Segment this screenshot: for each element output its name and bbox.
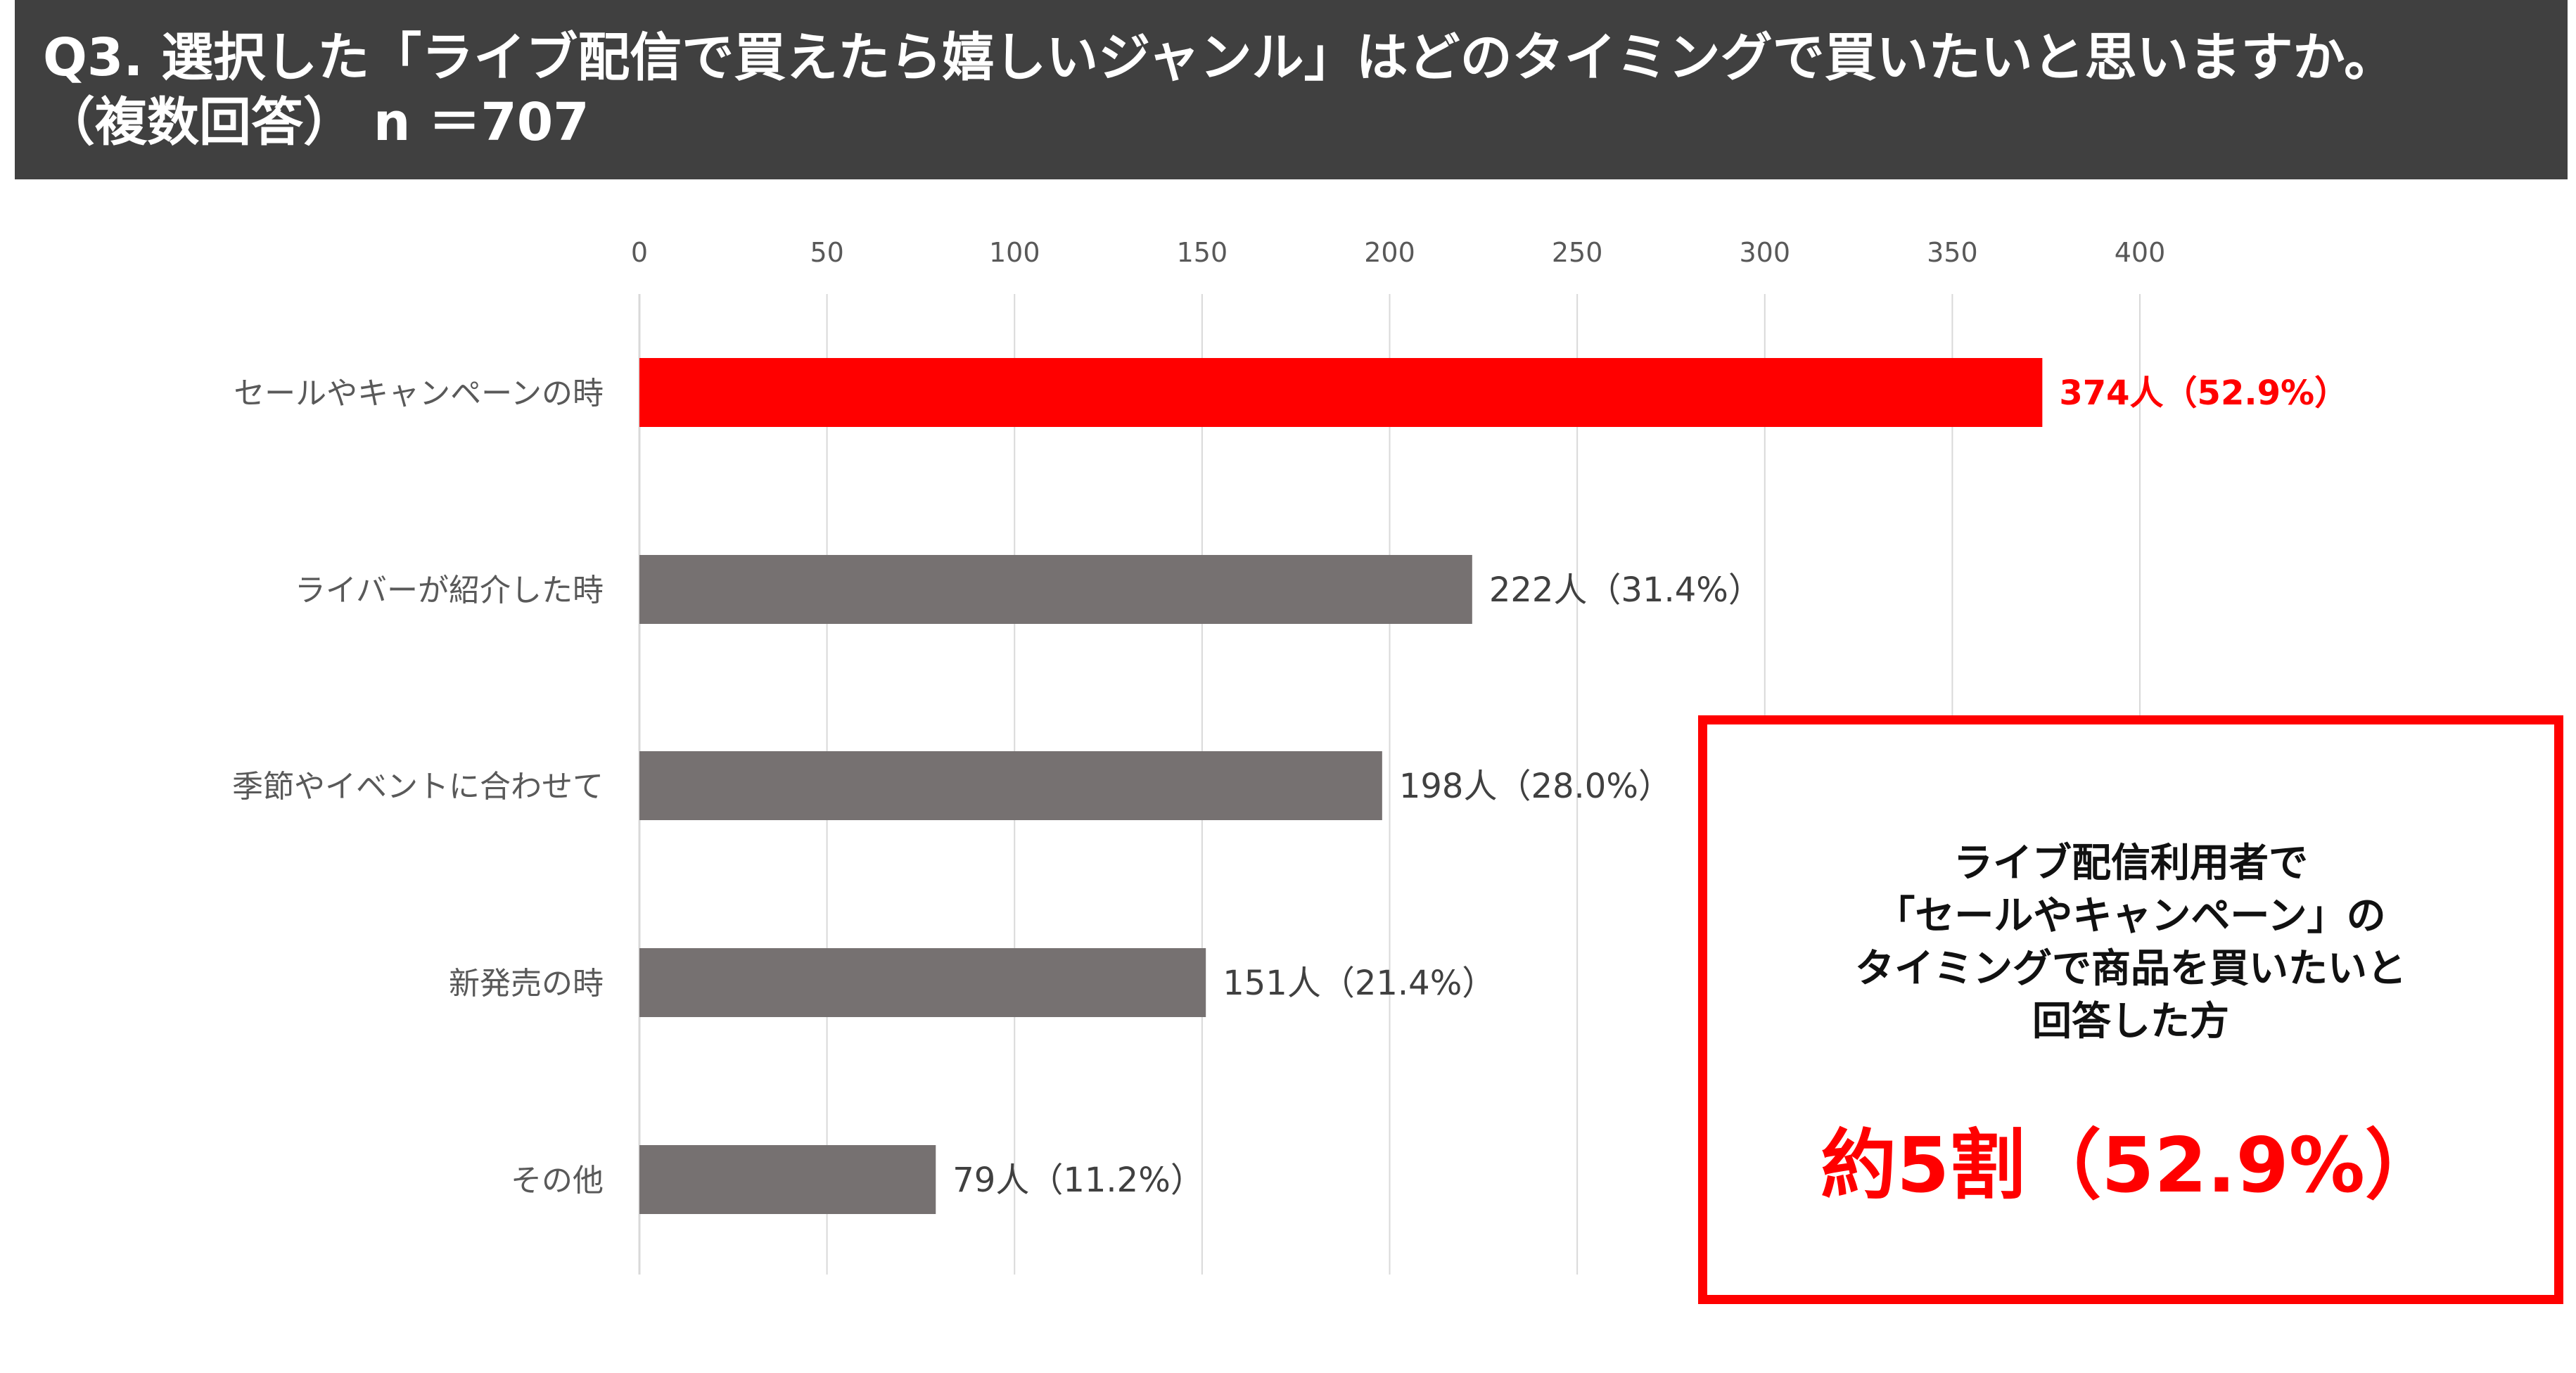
x-tick-label: 200	[1364, 237, 1415, 268]
category-label: 新発売の時	[449, 966, 604, 1002]
callout-line: 「セールやキャンペーン」の	[1875, 893, 2386, 939]
page-header: Q3. 選択した「ライブ配信で買えたら嬉しいジャンル」はどのタイミングで買いたい…	[15, 0, 2568, 179]
data-label: 198人（28.0%）	[1399, 767, 1672, 806]
data-label: 222人（31.4%）	[1489, 570, 1762, 610]
bar	[639, 751, 1382, 820]
callout-line: ライブ配信利用者で	[1953, 841, 2308, 886]
category-label: その他	[511, 1163, 604, 1199]
x-tick-label: 300	[1739, 237, 1790, 268]
data-label: 79人（11.2%）	[952, 1161, 1204, 1200]
callout-line: タイミングで商品を買いたいと	[1855, 946, 2406, 992]
category-label: セールやキャンペーンの時	[234, 376, 604, 411]
bar	[639, 358, 2043, 427]
bar	[639, 555, 1472, 624]
summary-callout: ライブ配信利用者で 「セールやキャンペーン」の タイミングで商品を買いたいと 回…	[1698, 715, 2563, 1304]
bar	[639, 1145, 936, 1214]
callout-text: ライブ配信利用者で 「セールやキャンペーン」の タイミングで商品を買いたいと 回…	[1707, 837, 2554, 1048]
bar	[639, 948, 1206, 1017]
x-tick-label: 0	[631, 237, 648, 268]
x-tick-label: 50	[810, 237, 843, 268]
callout-highlight: 約5割（52.9%）	[1821, 1122, 2441, 1210]
x-tick-label: 400	[2115, 237, 2166, 268]
x-tick-label: 100	[989, 237, 1040, 268]
data-label: 151人（21.4%）	[1223, 964, 1496, 1003]
question-title: Q3. 選択した「ライブ配信で買えたら嬉しいジャンル」はどのタイミングで買いたい…	[43, 27, 2397, 88]
callout-line: 回答した方	[2032, 999, 2229, 1045]
x-tick-label: 350	[1927, 237, 1978, 268]
x-tick-label: 250	[1552, 237, 1603, 268]
category-label: 季節やイベントに合わせて	[232, 769, 604, 805]
data-label: 374人（52.9%）	[2059, 373, 2348, 413]
x-tick-label: 150	[1177, 237, 1228, 268]
category-label: ライバーが紹介した時	[295, 573, 604, 608]
question-subtitle: （複数回答） n ＝707	[43, 92, 589, 153]
